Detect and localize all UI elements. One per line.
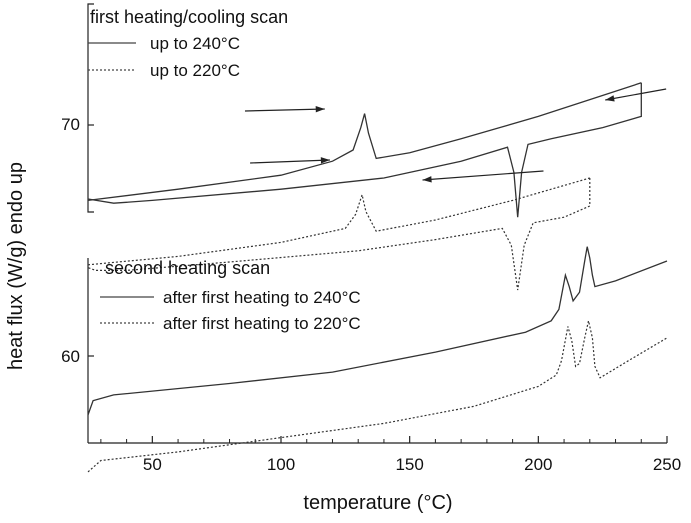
heating-arrow-solid-shaft bbox=[244, 108, 325, 112]
cooling-arrow-dotted-head bbox=[422, 176, 432, 183]
bottom-y-tick-label: 60 bbox=[61, 347, 80, 366]
cooling-arrow-dotted-shaft bbox=[422, 170, 544, 181]
x-tick-label: 250 bbox=[653, 455, 681, 474]
top-series-2-heating-line bbox=[87, 177, 590, 266]
heating-arrow-dotted-head bbox=[320, 157, 330, 164]
x-tick-label: 50 bbox=[143, 455, 162, 474]
x-axis: 50 100 150 200 250 bbox=[88, 436, 681, 474]
top-y-axis-bracket bbox=[87, 3, 94, 213]
chart-frame bbox=[87, 3, 94, 443]
top-series-1-cooling-line bbox=[87, 82, 642, 218]
cooling-arrow-solid-shaft bbox=[605, 88, 667, 101]
direction-arrows bbox=[244, 88, 667, 183]
top-y-tick-label: 70 bbox=[61, 115, 80, 134]
top-legend-label-2: up to 220°C bbox=[150, 61, 240, 80]
top-series-2-cooling-line bbox=[87, 178, 591, 291]
bottom-series-1-line bbox=[87, 246, 668, 416]
bottom-panel-title: second heating scan bbox=[105, 258, 270, 278]
series-lines bbox=[87, 82, 668, 473]
cooling-arrow-solid-head bbox=[605, 95, 615, 102]
heating-arrow-solid-head bbox=[315, 106, 325, 113]
bottom-legend-label-1: after first heating to 240°C bbox=[163, 288, 361, 307]
x-tick-label: 200 bbox=[524, 455, 552, 474]
heating-arrow-dotted-shaft bbox=[250, 159, 330, 164]
top-series-1-heating-line bbox=[87, 82, 642, 202]
bottom-legend-label-2: after first heating to 220°C bbox=[163, 314, 361, 333]
y-axis-label: heat flux (W/g) endo up bbox=[5, 162, 27, 370]
top-panel-title: first heating/cooling scan bbox=[90, 7, 288, 27]
bottom-series-2-line bbox=[87, 320, 668, 473]
x-axis-label: temperature (°C) bbox=[303, 492, 452, 514]
x-tick-label: 150 bbox=[395, 455, 423, 474]
x-tick-label: 100 bbox=[267, 455, 295, 474]
top-legend-label-1: up to 240°C bbox=[150, 34, 240, 53]
